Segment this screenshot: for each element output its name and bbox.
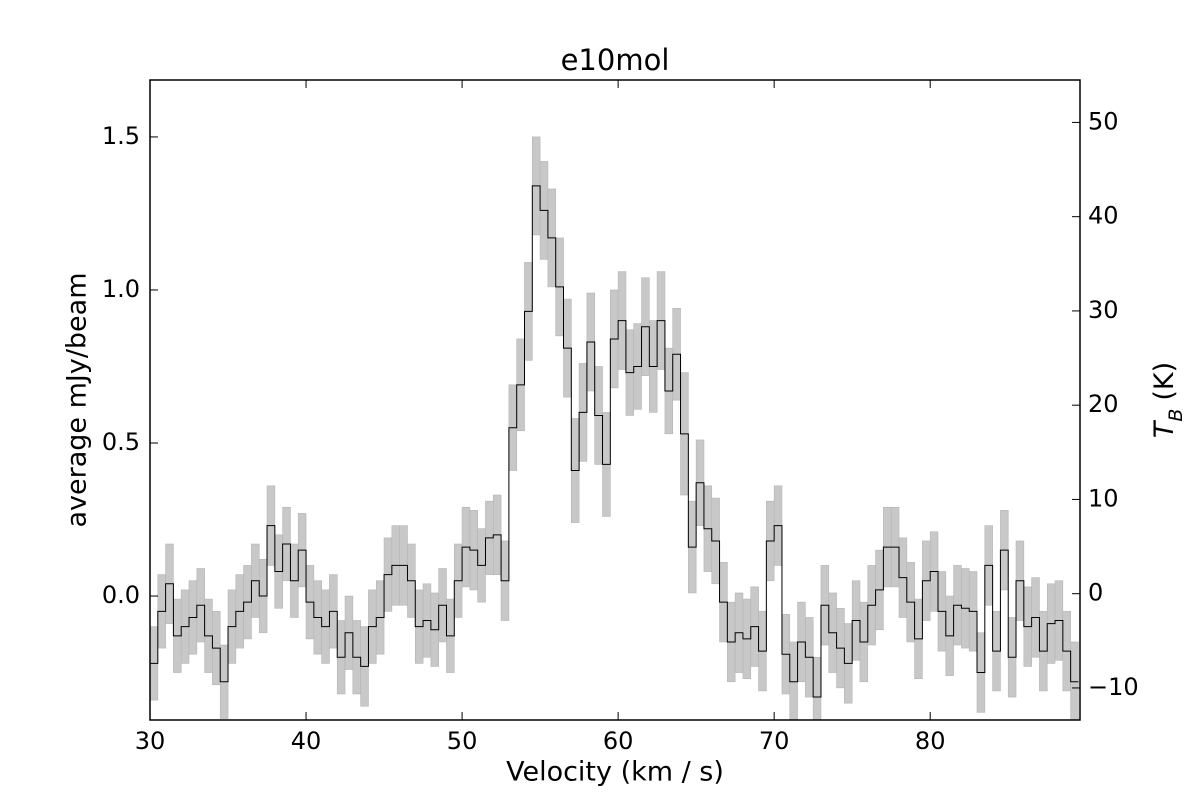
y2-label-symbol: T — [1149, 419, 1180, 438]
y2-tick-label: 30 — [1088, 296, 1119, 324]
y2-axis-label: TB (K) — [1149, 362, 1187, 438]
y2-tick-label: −10 — [1088, 673, 1139, 701]
x-tick-label: 70 — [759, 727, 790, 755]
y2-label-unit: (K) — [1149, 362, 1180, 401]
x-tick-label: 60 — [603, 727, 634, 755]
x-tick-label: 50 — [447, 727, 478, 755]
x-tick-label: 40 — [291, 727, 322, 755]
spectrum-line — [150, 185, 1079, 698]
y-tick-label: 0.5 — [102, 428, 140, 456]
y-tick-label: 1.5 — [102, 122, 140, 150]
y2-tick-label: 0 — [1088, 579, 1103, 607]
y2-label-subscript: B — [1165, 409, 1187, 422]
y-axis-label: average mJy/beam — [62, 272, 93, 527]
y2-tick-label: 50 — [1088, 107, 1119, 135]
y-tick-label: 1.0 — [102, 275, 140, 303]
y2-tick-label: 10 — [1088, 484, 1119, 512]
y2-tick-label: 40 — [1088, 202, 1119, 230]
chart-title: e10mol — [561, 43, 670, 77]
x-axis-label: Velocity (km / s) — [506, 757, 724, 788]
y2-tick-label: 20 — [1088, 390, 1119, 418]
y-tick-label: 0.0 — [102, 581, 140, 609]
x-tick-label: 80 — [915, 727, 946, 755]
x-tick-label: 30 — [135, 727, 166, 755]
plot-frame — [149, 79, 1081, 721]
